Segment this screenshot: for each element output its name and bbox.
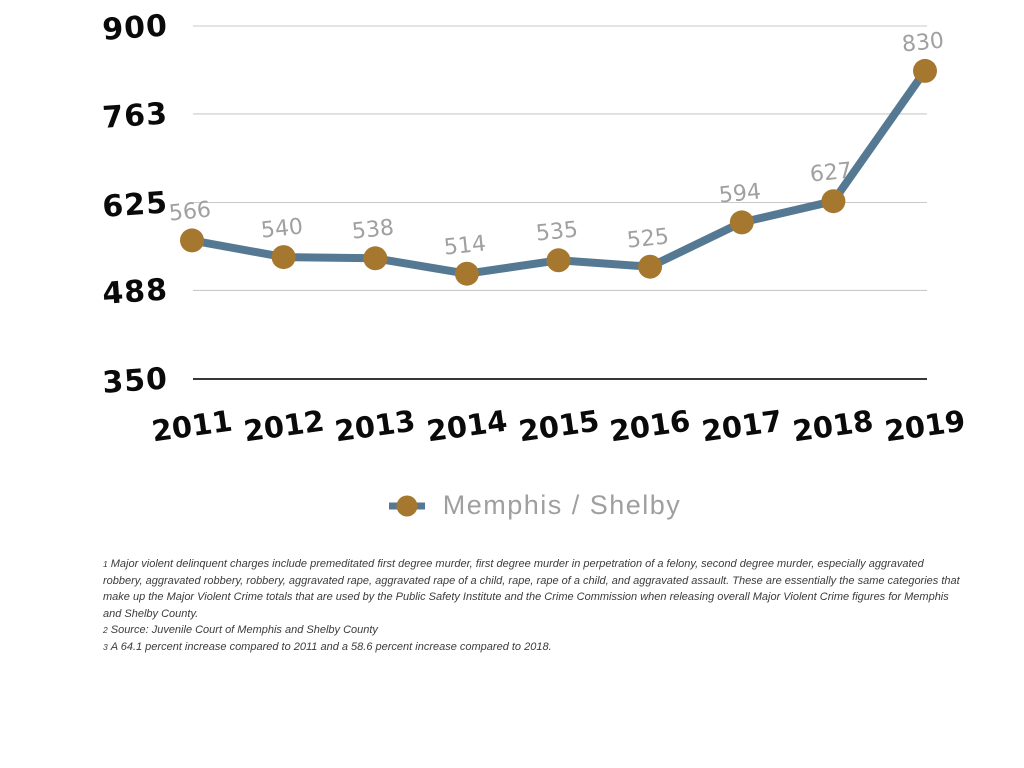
footnote-number: 1 bbox=[103, 559, 108, 569]
footnote-text: A 64.1 percent increase compared to 2011… bbox=[110, 640, 552, 653]
data-point-marker bbox=[638, 254, 663, 279]
footnote-text: Source: Juvenile Court of Memphis and Sh… bbox=[110, 624, 378, 636]
legend-entry: Memphis / Shelby bbox=[387, 490, 682, 521]
footnotes-block: 1 Major violent delinquent charges includ… bbox=[103, 556, 963, 655]
data-point-marker bbox=[180, 228, 204, 253]
y-tick-label: 350 bbox=[101, 361, 170, 401]
data-point-marker bbox=[363, 246, 388, 271]
footnote: 1 Major violent delinquent charges includ… bbox=[103, 556, 963, 622]
data-point-marker bbox=[546, 248, 571, 273]
data-point-marker bbox=[271, 245, 296, 270]
legend-label: Memphis / Shelby bbox=[442, 490, 682, 520]
footnote: 2 Source: Juvenile Court of Memphis and S… bbox=[103, 622, 963, 639]
data-point-marker bbox=[729, 210, 754, 235]
y-tick-label: 763 bbox=[101, 96, 170, 136]
legend-marker-icon bbox=[388, 495, 425, 516]
y-tick-label: 488 bbox=[101, 272, 170, 313]
footnote-number: 3 bbox=[103, 641, 108, 652]
footnote-number: 2 bbox=[103, 625, 108, 635]
footnote-text: Major violent delinquent charges include… bbox=[103, 558, 960, 620]
line-chart bbox=[180, 25, 937, 380]
y-tick-label: 900 bbox=[101, 8, 170, 48]
data-point-marker bbox=[821, 189, 846, 214]
data-point-marker bbox=[454, 261, 479, 286]
chart-legend: Memphis / Shelby bbox=[0, 490, 1024, 523]
data-point-marker bbox=[913, 58, 937, 83]
